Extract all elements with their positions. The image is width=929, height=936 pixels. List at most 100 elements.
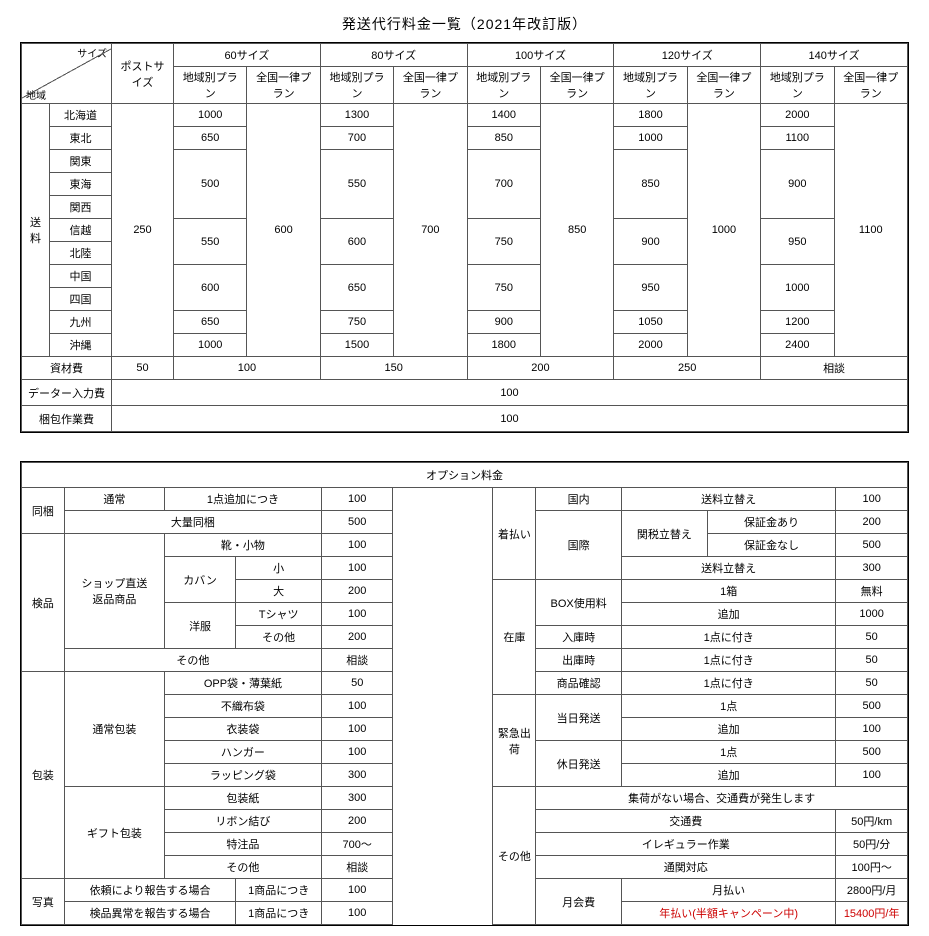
price-cell: 900 <box>467 311 540 334</box>
region-cell: 東北 <box>50 127 112 150</box>
region-cell: 東海 <box>50 173 112 196</box>
plan-header: 全国一律プラン <box>834 67 907 104</box>
cell: ギフト包装 <box>64 787 164 879</box>
cell: 50 <box>836 672 908 695</box>
size-header: 60サイズ <box>174 44 321 67</box>
price-cell: 900 <box>614 219 687 265</box>
cell: 相談 <box>322 856 393 879</box>
cell: 通常 <box>64 488 164 511</box>
material-cell: 100 <box>174 357 321 380</box>
cell: 保証金あり <box>707 511 836 534</box>
pack-work-label: 梱包作業費 <box>22 406 112 432</box>
price-cell: 1500 <box>320 334 393 357</box>
material-cell: 相談 <box>761 357 908 380</box>
cell: 100 <box>322 741 393 764</box>
cell: その他 <box>164 856 321 879</box>
cell: 送料立替え <box>622 488 836 511</box>
price-cell: 700 <box>394 104 467 357</box>
shipping-row-label: 送料 <box>22 104 50 357</box>
post-size-header: ポストサイズ <box>112 44 174 104</box>
plan-header: 地域別プラン <box>614 67 687 104</box>
cell: 1000 <box>836 603 908 626</box>
price-cell: 650 <box>174 311 247 334</box>
price-cell: 1000 <box>687 104 760 357</box>
plan-header: 地域別プラン <box>174 67 247 104</box>
price-cell: 750 <box>320 311 393 334</box>
cell: ラッピング袋 <box>164 764 321 787</box>
cell: 100 <box>322 603 393 626</box>
size-header: 80サイズ <box>320 44 467 67</box>
options-table: オプション料金 同梱 通常 1点追加につき 100 着払い 国内 送料立替え 1… <box>20 461 909 926</box>
cell: 保証金なし <box>707 534 836 557</box>
cell: 100 <box>322 695 393 718</box>
cell: 追加 <box>622 718 836 741</box>
other-label: その他 <box>493 787 536 925</box>
region-cell: 沖縄 <box>50 334 112 357</box>
plan-header: 全国一律プラン <box>247 67 320 104</box>
cell: その他 <box>64 649 321 672</box>
cell: ショップ直送 返品商品 <box>64 534 164 649</box>
plan-header: 全国一律プラン <box>687 67 760 104</box>
cell: 300 <box>322 787 393 810</box>
cell: 1点に付き <box>622 649 836 672</box>
price-cell: 500 <box>174 150 247 219</box>
cell: 衣装袋 <box>164 718 321 741</box>
price-cell: 900 <box>761 150 834 219</box>
stock-label: 在庫 <box>493 580 536 695</box>
cell: 国際 <box>536 511 622 580</box>
material-label: 資材費 <box>22 357 112 380</box>
cell: 100 <box>322 879 393 902</box>
cell: 入庫時 <box>536 626 622 649</box>
cell: 追加 <box>622 603 836 626</box>
plan-header: 地域別プラン <box>320 67 393 104</box>
region-cell: 信越 <box>50 219 112 242</box>
cell: OPP袋・薄葉紙 <box>164 672 321 695</box>
urgent-label: 緊急出荷 <box>493 695 536 787</box>
material-cell: 150 <box>320 357 467 380</box>
region-cell: 中国 <box>50 265 112 288</box>
cell: 特注品 <box>164 833 321 856</box>
cell: 大 <box>236 580 322 603</box>
cell: 500 <box>836 534 908 557</box>
cell: リボン結び <box>164 810 321 833</box>
plan-header: 全国一律プラン <box>540 67 613 104</box>
price-cell: 1400 <box>467 104 540 127</box>
cell: 500 <box>322 511 393 534</box>
cell: 交通費 <box>536 810 836 833</box>
cell: 500 <box>836 741 908 764</box>
shipping-table: サイズ 地域 ポストサイズ 60サイズ 80サイズ 100サイズ 120サイズ … <box>20 42 909 433</box>
price-cell: 1300 <box>320 104 393 127</box>
cell: 50 <box>836 626 908 649</box>
cell: 通常包装 <box>64 672 164 787</box>
price-cell: 700 <box>467 150 540 219</box>
plan-header: 地域別プラン <box>761 67 834 104</box>
cell: 月会費 <box>536 879 622 925</box>
cell: 100円～ <box>836 856 908 879</box>
cell: BOX使用料 <box>536 580 622 626</box>
cell: 通関対応 <box>536 856 836 879</box>
photo-label: 写真 <box>22 879 65 925</box>
size-header: 100サイズ <box>467 44 614 67</box>
cell: 500 <box>836 695 908 718</box>
cell: 出庫時 <box>536 649 622 672</box>
cell: 300 <box>836 557 908 580</box>
cell: 国内 <box>536 488 622 511</box>
region-cell: 九州 <box>50 311 112 334</box>
price-cell: 1800 <box>614 104 687 127</box>
cell: 100 <box>322 902 393 925</box>
price-cell: 1050 <box>614 311 687 334</box>
material-cell: 50 <box>112 357 174 380</box>
data-entry-cell: 100 <box>112 380 908 406</box>
price-cell: 1800 <box>467 334 540 357</box>
price-cell: 650 <box>174 127 247 150</box>
cell: 依頼により報告する場合 <box>64 879 235 902</box>
price-cell: 1000 <box>761 265 834 311</box>
region-cell: 関西 <box>50 196 112 219</box>
price-cell: 2000 <box>761 104 834 127</box>
material-cell: 250 <box>614 357 761 380</box>
price-cell: 1000 <box>174 104 247 127</box>
price-cell: 600 <box>320 219 393 265</box>
price-cell: 2000 <box>614 334 687 357</box>
plan-header: 全国一律プラン <box>394 67 467 104</box>
cell: 15400円/年 <box>836 902 908 925</box>
